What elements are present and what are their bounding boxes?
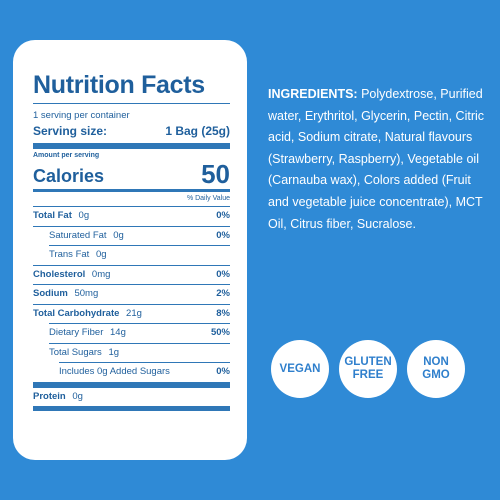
nutrition-label-panel: Nutrition Facts 1 serving per container … xyxy=(13,40,247,460)
nutrient-row-total-carbohydrate: Total Carbohydrate 21g 8% xyxy=(33,305,230,324)
nutrient-name: Trans Fat xyxy=(49,249,90,260)
nutrient-amount: 0g xyxy=(78,210,90,221)
nutrient-name: Cholesterol xyxy=(33,268,86,280)
divider xyxy=(59,362,230,363)
ingredients-block: INGREDIENTS: Polydextrose, Purified wate… xyxy=(268,84,490,235)
badge-line: FREE xyxy=(352,369,384,381)
divider xyxy=(33,264,230,266)
nutrient-dv: 0% xyxy=(216,229,230,241)
calories-value: 50 xyxy=(201,159,230,189)
divider xyxy=(49,342,230,344)
nutrient-name: Includes 0g Added Sugars xyxy=(59,366,170,377)
nutrient-row-trans-fat: Trans Fat 0g xyxy=(33,246,230,265)
amount-per-serving: Amount per serving xyxy=(33,152,100,159)
nutrient-dv: 0% xyxy=(216,210,230,221)
calories-label: Calories xyxy=(33,166,105,186)
nutrient-row-total-sugars: Total Sugars 1g xyxy=(33,344,230,363)
calories-row: Calories 50 xyxy=(33,161,230,187)
nutrient-row-dietary-fiber: Dietary Fiber 14g 50% xyxy=(33,324,230,343)
nutrient-name: Protein xyxy=(33,390,66,402)
divider xyxy=(33,284,230,285)
divider xyxy=(33,225,230,227)
gluten-free-badge: GLUTEN FREE xyxy=(339,340,397,398)
nutrient-row-saturated-fat: Saturated Fat 0g 0% xyxy=(33,227,230,246)
nutrient-amount: 0g xyxy=(95,249,107,260)
divider xyxy=(49,323,230,324)
badge-line: GMO xyxy=(422,369,450,381)
serving-size-row: Serving size: 1 Bag (25g) xyxy=(33,123,230,140)
nutrition-facts: Nutrition Facts 1 serving per container … xyxy=(33,70,230,411)
nutrient-amount: 14g xyxy=(110,327,126,338)
serving-size-label: Serving size: xyxy=(33,124,108,138)
divider-thick xyxy=(33,406,230,411)
nutrient-name: Total Carbohydrate xyxy=(33,307,120,319)
vegan-badge: VEGAN xyxy=(271,340,329,398)
nutrient-dv: 50% xyxy=(210,327,230,338)
nutrition-title: Nutrition Facts xyxy=(33,71,205,99)
nutrient-amount: 0g xyxy=(72,390,83,402)
nutrient-amount: 50mg xyxy=(74,288,99,299)
nutrient-name: Total Fat xyxy=(33,210,72,221)
nutrient-dv: 0% xyxy=(216,366,230,377)
nutrient-amount: 0g xyxy=(113,229,124,241)
divider xyxy=(33,303,230,305)
nutrient-dv: 0% xyxy=(216,268,230,280)
nutrient-name: Total Sugars xyxy=(49,346,102,358)
badge-line: GLUTEN xyxy=(344,356,392,368)
nutrient-amount: 1g xyxy=(108,346,120,358)
nutrient-dv: 8% xyxy=(216,307,230,319)
badge-line: NON xyxy=(423,356,449,368)
nutrient-name: Sodium xyxy=(33,288,68,299)
nutrient-name: Dietary Fiber xyxy=(49,327,104,338)
nutrient-row-protein: Protein 0g xyxy=(33,388,230,407)
divider-thick xyxy=(33,143,230,149)
serving-size-value: 1 Bag (25g) xyxy=(165,124,230,138)
non-gmo-badge: NON GMO xyxy=(407,340,465,398)
ingredients-heading: INGREDIENTS: xyxy=(268,87,358,101)
servings-per-container: 1 serving per container xyxy=(33,110,130,121)
divider xyxy=(33,103,230,104)
badge-line: VEGAN xyxy=(279,362,321,375)
divider xyxy=(33,206,230,207)
nutrient-row-sodium: Sodium 50mg 2% xyxy=(33,285,230,304)
nutrient-amount: 21g xyxy=(126,307,142,319)
nutrient-row-cholesterol: Cholesterol 0mg 0% xyxy=(33,266,230,285)
nutrient-row-added-sugars: Includes 0g Added Sugars 0% xyxy=(33,363,230,382)
divider-medium xyxy=(33,189,230,192)
ingredients-text: Polydextrose, Purified water, Erythritol… xyxy=(268,87,485,231)
divider-thick xyxy=(33,381,230,388)
nutrient-dv: 2% xyxy=(216,288,230,299)
nutrient-name: Saturated Fat xyxy=(49,229,107,241)
daily-value-header: % Daily Value xyxy=(186,195,230,202)
nutrient-amount: 0mg xyxy=(91,268,111,280)
divider xyxy=(49,245,230,246)
nutrient-row-total-fat: Total Fat 0g 0% xyxy=(33,207,230,226)
